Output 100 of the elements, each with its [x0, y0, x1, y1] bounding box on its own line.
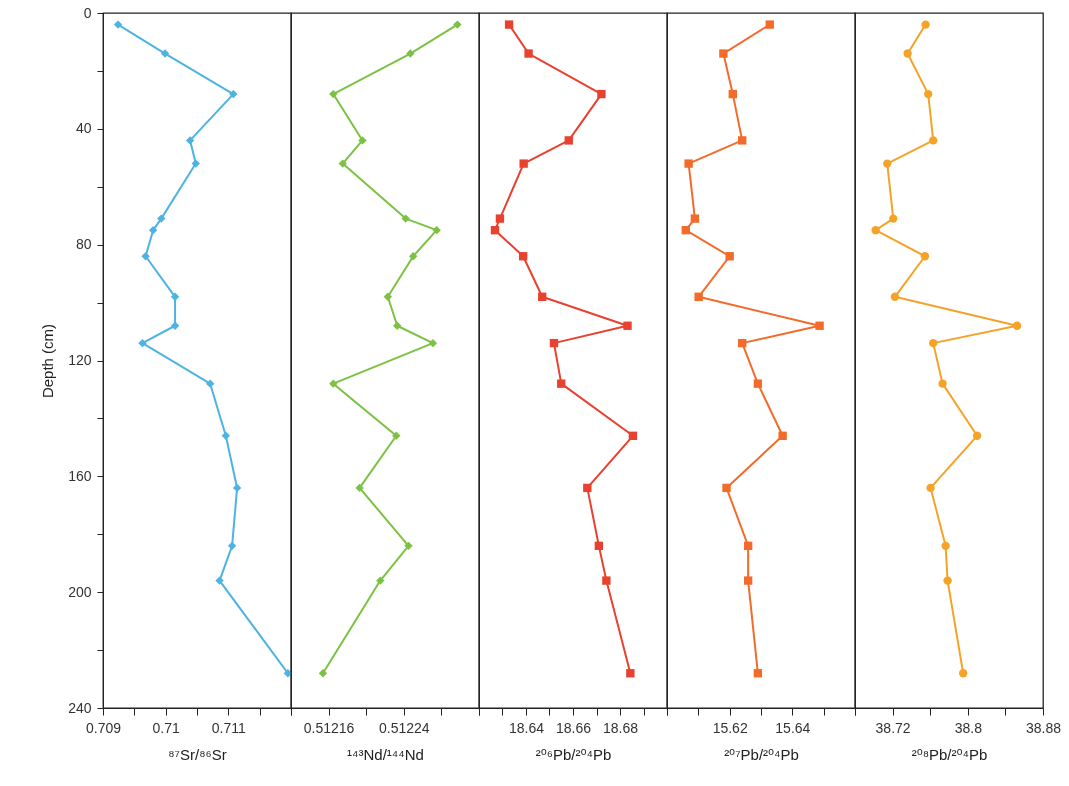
point — [170, 321, 180, 330]
point — [495, 214, 505, 223]
x-tick-label: 0.51224 — [379, 719, 430, 736]
point — [170, 292, 180, 301]
point — [355, 483, 364, 493]
x-tick-label: 18.68 — [602, 719, 639, 736]
y-tick-label: 200 — [68, 583, 92, 600]
y-tick-label: 80 — [75, 236, 92, 253]
point — [113, 20, 123, 29]
x-axis-title: ²⁰⁷Pb/²⁰⁴Pb — [724, 745, 799, 763]
point — [722, 483, 731, 493]
point — [690, 214, 700, 223]
point — [409, 252, 418, 261]
point — [329, 379, 338, 388]
point — [728, 89, 737, 99]
x-tick-label: 18.64 — [508, 719, 545, 736]
point — [626, 669, 635, 678]
point — [778, 431, 787, 440]
point — [628, 431, 638, 440]
point — [338, 159, 347, 168]
point — [383, 292, 392, 301]
point — [753, 379, 763, 388]
point — [160, 49, 170, 58]
point — [191, 159, 200, 168]
point — [903, 49, 912, 58]
y-tick-label: 240 — [68, 699, 92, 716]
point — [148, 226, 158, 235]
point — [959, 669, 968, 678]
point — [221, 431, 231, 440]
point — [924, 89, 933, 99]
point — [972, 431, 982, 440]
x-tick-label: 38.8 — [954, 719, 983, 736]
point — [1012, 321, 1022, 330]
point — [358, 136, 367, 145]
point — [227, 541, 237, 551]
x-tick-label: 0.709 — [85, 719, 122, 736]
point — [157, 214, 166, 223]
point — [681, 226, 690, 235]
point — [406, 49, 415, 58]
point — [283, 669, 292, 678]
point — [524, 49, 533, 58]
y-axis-title: Depth (cm) — [39, 323, 57, 399]
point — [921, 20, 930, 29]
point — [883, 159, 892, 168]
point — [920, 252, 930, 261]
point — [138, 338, 147, 348]
point — [941, 541, 950, 551]
x-tick-label: 0.51216 — [303, 719, 355, 736]
point — [538, 292, 547, 301]
point — [597, 89, 606, 99]
point — [753, 669, 763, 678]
x-tick-label: 0.71 — [152, 719, 180, 736]
point — [232, 483, 242, 493]
point — [926, 483, 935, 493]
x-tick-label: 38.72 — [875, 719, 911, 736]
point — [765, 20, 774, 29]
point — [549, 338, 559, 348]
point — [185, 136, 195, 145]
point — [738, 338, 747, 348]
x-tick-label: 18.66 — [555, 719, 592, 736]
point — [564, 136, 573, 145]
point — [490, 226, 500, 235]
point — [929, 136, 938, 145]
point — [401, 214, 410, 223]
point — [393, 321, 402, 330]
point — [871, 226, 880, 235]
x-tick-label: 15.64 — [775, 719, 811, 736]
point — [229, 89, 238, 99]
point — [504, 20, 514, 29]
point — [205, 379, 215, 388]
y-tick-label: 0 — [83, 4, 92, 21]
x-axis-title: ²⁰⁸Pb/²⁰⁴Pb — [911, 745, 988, 763]
point — [318, 669, 328, 678]
point — [404, 541, 413, 551]
point — [557, 379, 566, 388]
point — [594, 541, 604, 551]
point — [938, 379, 947, 388]
point — [725, 252, 734, 261]
x-tick-label: 0.711 — [211, 719, 247, 736]
point — [684, 159, 693, 168]
x-axis-title: ²⁰⁶Pb/²⁰⁴Pb — [535, 745, 612, 763]
x-axis-title: ¹⁴³Nd/¹⁴⁴Nd — [347, 745, 424, 763]
x-axis-title: ⁸⁷Sr/⁸⁶Sr — [168, 745, 227, 763]
point — [602, 576, 611, 585]
point — [929, 338, 938, 348]
x-tick-label: 15.62 — [712, 719, 748, 736]
point — [376, 576, 385, 585]
point — [719, 49, 728, 58]
point — [329, 89, 338, 99]
point — [943, 576, 952, 585]
point — [432, 226, 441, 235]
point — [583, 483, 592, 493]
point — [815, 321, 824, 330]
point — [392, 431, 401, 440]
point — [428, 338, 438, 348]
point — [519, 252, 528, 261]
y-tick-label: 40 — [75, 120, 92, 137]
point — [694, 292, 703, 301]
point — [889, 214, 898, 223]
point — [141, 252, 150, 261]
